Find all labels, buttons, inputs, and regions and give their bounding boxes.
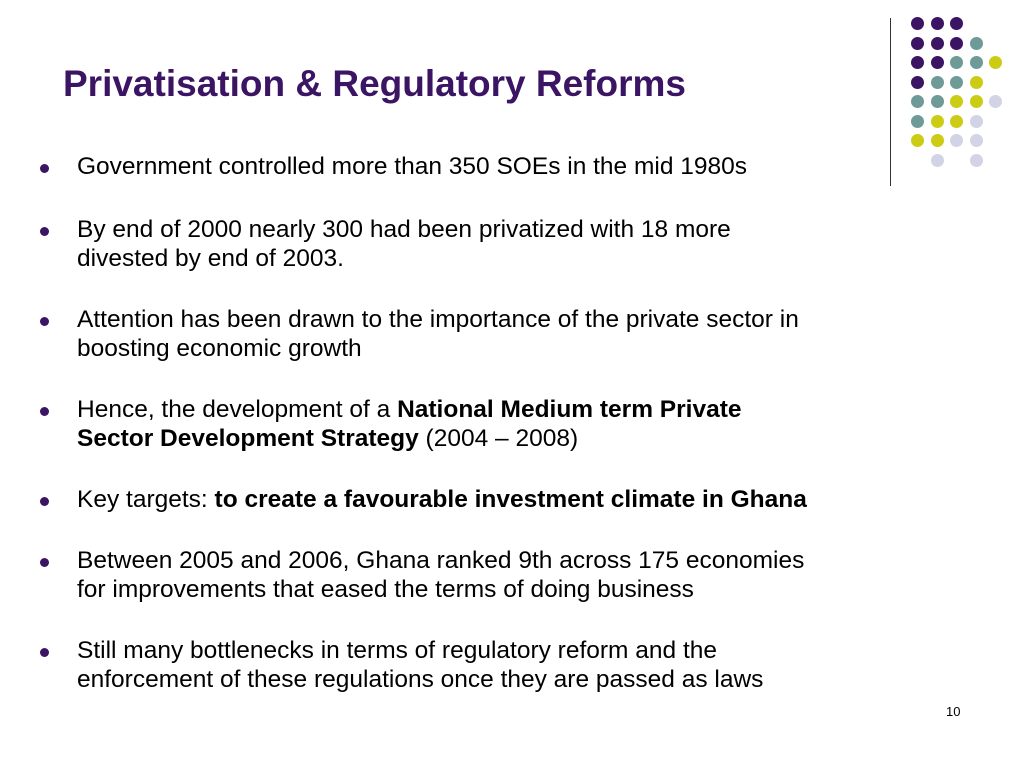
bullet-run: Between 2005 and 2006, Ghana ranked 9th … [77,547,805,574]
bullet-text: Hence, the development of a National Med… [77,395,987,453]
bullet-text: Government controlled more than 350 SOEs… [77,152,987,181]
decorative-dot-grid [0,0,1024,200]
decorative-dot [911,75,924,89]
decorative-dot [950,56,963,69]
decorative-dot [930,153,944,167]
bullet-run: Attention has been drawn to the importan… [77,306,799,333]
decorative-dot [911,114,924,128]
decorative-dot [969,75,983,89]
bullet-bold-run: Sector Development Strategy [77,425,419,452]
title-divider-line [890,18,891,186]
bullet-run: By end of 2000 nearly 300 had been priva… [77,216,731,243]
bullet-run: for improvements that eased the terms of… [77,576,694,603]
slide-title: Privatisation & Regulatory Reforms [63,63,686,104]
decorative-dot [969,36,983,50]
bullet-run: Hence, the development of a [77,396,398,423]
page-number: 10 [946,704,961,719]
decorative-dot [911,95,924,108]
bullet-run: enforcement of these regulations once th… [77,666,764,693]
decorative-dot [930,75,944,89]
bullet-run: boosting economic growth [77,335,362,362]
bullet-dot-icon [40,164,49,173]
decorative-dot [950,114,963,128]
decorative-dot [969,114,983,128]
decorative-dot [911,56,924,69]
bullet-run: Government controlled more than 350 SOEs… [77,153,748,180]
decorative-dot [930,95,944,108]
bullet-text: Still many bottlenecks in terms of regul… [77,636,987,694]
decorative-dot [930,17,944,30]
decorative-dot [969,134,983,147]
bullet-run: (2004 – 2008) [418,425,579,452]
bullet-dot-icon [40,407,49,416]
decorative-dot [950,17,963,30]
decorative-dot [950,36,963,50]
bullet-dot-icon [40,317,49,326]
bullet-dot-icon [40,558,49,567]
decorative-dot [969,153,983,167]
decorative-dot [930,134,944,147]
decorative-dot [911,36,924,50]
bullet-text: By end of 2000 nearly 300 had been priva… [77,215,987,273]
decorative-dot [989,56,1002,69]
bullet-run: Key targets: [77,486,215,513]
decorative-dot [969,56,983,69]
bullet-dot-icon [40,227,49,236]
decorative-dot [950,95,963,108]
bullet-text: Attention has been drawn to the importan… [77,305,987,363]
decorative-dot [930,36,944,50]
decorative-dot [930,56,944,69]
bullet-dot-icon [40,648,49,657]
decorative-dot [969,95,983,108]
decorative-dot [911,134,924,147]
bullet-text: Between 2005 and 2006, Ghana ranked 9th … [77,546,987,604]
decorative-dot [911,17,924,30]
bullet-run: Still many bottlenecks in terms of regul… [77,637,718,664]
decorative-dot [950,75,963,89]
decorative-dot [930,114,944,128]
bullet-dot-icon [40,497,49,506]
bullet-text: Key targets: to create a favourable inve… [77,485,987,514]
decorative-dot [989,95,1002,108]
decorative-dot [950,134,963,147]
bullet-bold-run: to create a favourable investment climat… [214,486,807,513]
bullet-bold-run: National Medium term Private [397,396,742,423]
bullet-run: divested by end of 2003. [77,245,344,272]
